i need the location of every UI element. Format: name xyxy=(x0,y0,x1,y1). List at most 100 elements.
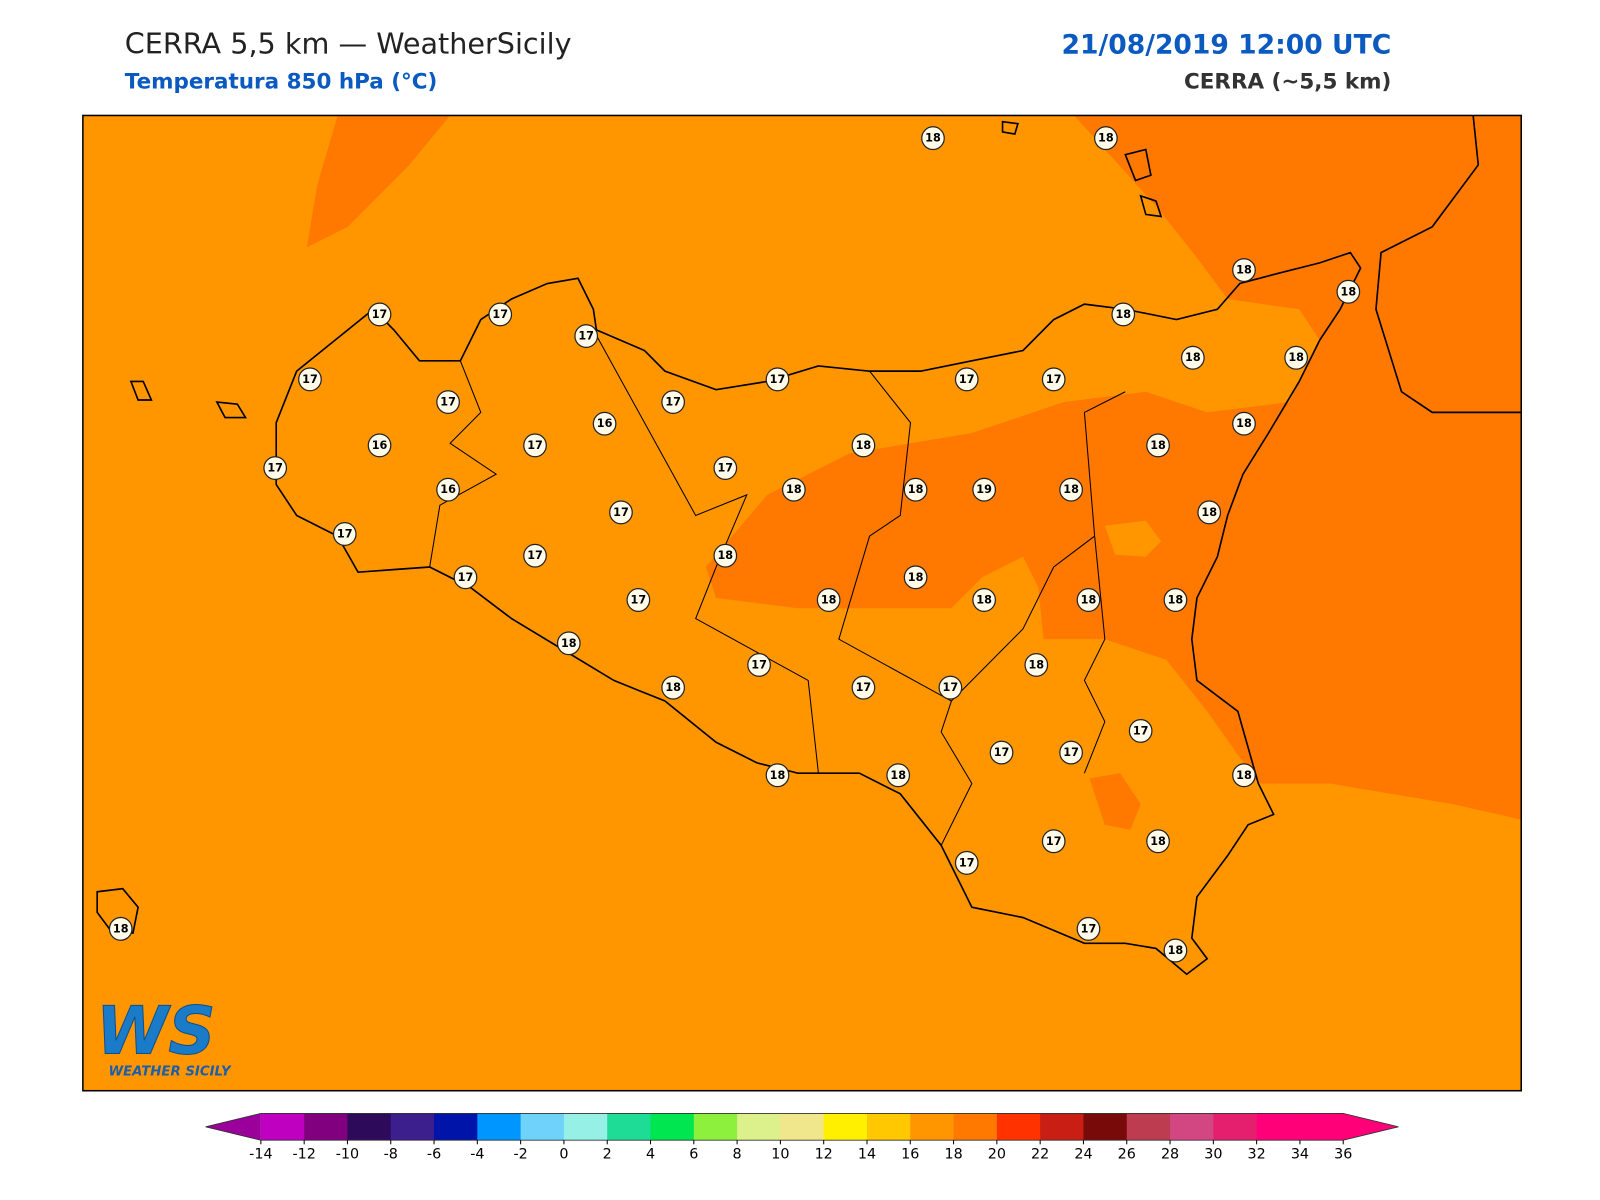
station-value: 18 xyxy=(976,593,992,606)
station: 18 xyxy=(886,763,911,788)
station-marker xyxy=(1094,126,1118,151)
station-value: 18 xyxy=(1150,835,1166,848)
station-value: 19 xyxy=(976,483,992,496)
colorbar-tick-label: 32 xyxy=(1248,1147,1266,1163)
logo-text: WEATHER SICILY xyxy=(108,1064,231,1079)
station-marker xyxy=(661,390,686,415)
colorbar-band xyxy=(434,1113,478,1141)
station-marker xyxy=(661,675,686,700)
station-value: 18 xyxy=(561,637,577,650)
colorbar-tick-label: -14 xyxy=(249,1147,272,1163)
colorbar-band xyxy=(866,1113,911,1141)
station: 18 xyxy=(765,763,790,788)
map-area: 18 18 18 18 17 17 17 18 18 18 17 17 17 17 17 17 16 18 16 17… xyxy=(82,115,1522,1091)
station: 17 xyxy=(938,675,963,700)
station: 17 xyxy=(765,367,790,392)
station-value: 18 xyxy=(1168,944,1184,957)
model: CERRA (~5,5 km) xyxy=(1184,70,1391,95)
station: 18 xyxy=(1232,763,1256,788)
station: 17 xyxy=(574,324,599,349)
map-frame xyxy=(82,114,1522,1092)
station-value: 17 xyxy=(578,330,594,343)
station-marker xyxy=(886,763,911,788)
station: 18 xyxy=(1146,829,1170,854)
colorbar-band xyxy=(347,1113,392,1141)
colorbar-band xyxy=(477,1113,522,1141)
station: 18 xyxy=(713,543,738,568)
station: 18 xyxy=(1180,345,1205,370)
station: 18 xyxy=(1336,279,1361,304)
station-value: 17 xyxy=(751,658,767,671)
subtitle: Temperatura 850 hPa (°C) xyxy=(125,70,438,95)
station: 18 xyxy=(1024,652,1049,677)
station-value: 18 xyxy=(1236,264,1252,277)
station: 17 xyxy=(747,652,771,677)
logo: WS WEATHER SICILY xyxy=(96,993,232,1079)
station: 16 xyxy=(436,477,460,502)
station-marker xyxy=(626,588,651,612)
station: 17 xyxy=(1041,367,1066,392)
station-marker xyxy=(1059,740,1083,765)
station-value: 17 xyxy=(959,373,975,386)
station-value: 18 xyxy=(890,769,906,782)
station: 18 xyxy=(816,588,841,612)
colorbar-band xyxy=(1040,1113,1084,1141)
colorbar-band xyxy=(1213,1113,1258,1141)
station-marker xyxy=(298,367,322,392)
station-marker xyxy=(1076,588,1101,612)
station-value: 18 xyxy=(1236,769,1252,782)
station-marker xyxy=(609,500,633,525)
station-value: 18 xyxy=(1063,483,1079,496)
station-marker xyxy=(1284,345,1309,370)
station-marker xyxy=(1111,302,1136,327)
logo-mark: WS xyxy=(96,993,215,1069)
station-marker xyxy=(921,126,945,151)
station-marker xyxy=(523,543,547,568)
station-marker xyxy=(436,477,460,502)
colorbar-tick-label: 18 xyxy=(944,1147,962,1163)
colorbar-band xyxy=(823,1113,868,1141)
station-value: 17 xyxy=(770,373,786,386)
station-value: 16 xyxy=(597,417,613,430)
colorbar-band xyxy=(260,1113,305,1141)
station-value: 18 xyxy=(1098,132,1114,145)
station-value: 18 xyxy=(1236,417,1252,430)
station-value: 18 xyxy=(925,132,941,145)
station-marker xyxy=(1146,829,1170,854)
station-value: 17 xyxy=(959,856,975,869)
station-value: 17 xyxy=(856,681,872,694)
station-marker xyxy=(1041,829,1066,854)
station-marker xyxy=(1163,938,1188,963)
colorbar: -14 -12 -10 -8 -6 -4 -2 0 2 4 6 8 10 12 14 16 18 20 22 24 26… xyxy=(205,1112,1399,1163)
station-value: 17 xyxy=(613,506,629,519)
station-marker xyxy=(851,433,876,458)
station: 18 xyxy=(921,126,945,151)
station-marker xyxy=(1232,411,1256,436)
station-value: 18 xyxy=(1168,593,1184,606)
station-marker xyxy=(781,477,806,502)
station-marker xyxy=(1059,477,1083,502)
colorbar-band xyxy=(953,1113,998,1141)
station-marker xyxy=(954,850,979,875)
colorbar-tick-label: -10 xyxy=(336,1147,359,1163)
colorbar-band xyxy=(650,1113,695,1141)
station-marker xyxy=(903,565,928,590)
station: 17 xyxy=(1041,829,1066,854)
station-value: 18 xyxy=(908,571,924,584)
stations: 18 18 18 18 17 17 17 18 18 18 17 17 17 17 17 17 16 18 16 17… xyxy=(108,126,1361,963)
station-marker xyxy=(592,411,617,436)
station-marker xyxy=(1163,588,1188,612)
station-marker xyxy=(556,631,581,656)
station-marker xyxy=(488,302,513,327)
station: 18 xyxy=(108,916,133,941)
station-marker xyxy=(1024,652,1049,677)
station-value: 18 xyxy=(856,439,872,452)
station-value: 17 xyxy=(302,373,318,386)
colorbar-band xyxy=(1170,1113,1214,1141)
station: 18 xyxy=(1146,433,1170,458)
colorbar-tick-label: 36 xyxy=(1334,1147,1352,1163)
station-value: 17 xyxy=(665,396,681,409)
station-marker xyxy=(1076,916,1101,941)
station-value: 18 xyxy=(665,681,681,694)
